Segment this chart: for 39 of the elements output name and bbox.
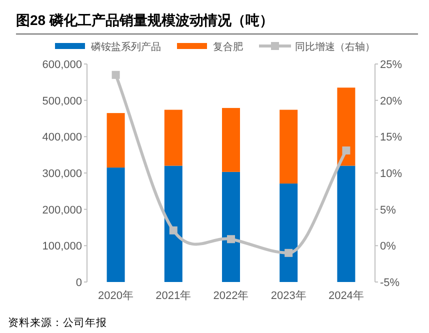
y2-tick-label: 5% <box>380 204 396 216</box>
bar <box>222 172 240 282</box>
point <box>169 226 178 234</box>
y2-tick-label: 25% <box>380 59 402 71</box>
y2-tick-label: 0% <box>380 240 396 253</box>
point <box>284 248 293 257</box>
bar <box>164 110 182 166</box>
x-tick-label: 2021年 <box>156 290 192 302</box>
title: 图28 磷化工产品销量规模波动情况（吨） <box>16 12 274 28</box>
point <box>342 146 350 154</box>
legend-label: 复合肥 <box>213 41 243 53</box>
y-tick-label: 400,000 <box>42 132 82 144</box>
y2-tick-label: 10% <box>380 168 402 180</box>
legend-label: 磷铵盐系列产品 <box>90 41 161 53</box>
bar <box>222 108 240 172</box>
point <box>112 70 120 79</box>
y-tick-label: 100,000 <box>42 240 82 253</box>
bar <box>280 184 298 282</box>
y2-tick-label: -5% <box>380 277 400 289</box>
point <box>227 235 235 244</box>
y-tick-label: 300,000 <box>42 168 82 180</box>
bar <box>337 88 356 166</box>
y-tick-label: 0 <box>76 277 82 289</box>
annotation: 资料来源：公司年报 <box>8 317 107 329</box>
bar <box>337 166 356 282</box>
x-tick-label: 2022年 <box>213 290 249 302</box>
y2-tick-label: 20% <box>380 95 402 108</box>
bar <box>106 113 125 168</box>
y-tick-label: 200,000 <box>42 204 82 216</box>
bar <box>280 110 298 184</box>
y2-tick-label: 15% <box>380 132 402 144</box>
x-tick-label: 2024年 <box>328 290 364 302</box>
x-tick-label: 2020年 <box>98 290 134 302</box>
bar <box>106 168 125 282</box>
bar <box>164 166 182 282</box>
legend-label: 同比增速（右轴） <box>295 41 375 53</box>
y-tick-label: 500,000 <box>42 95 82 108</box>
y-tick-label: 600,000 <box>42 59 82 71</box>
x-tick-label: 2023年 <box>270 290 306 302</box>
